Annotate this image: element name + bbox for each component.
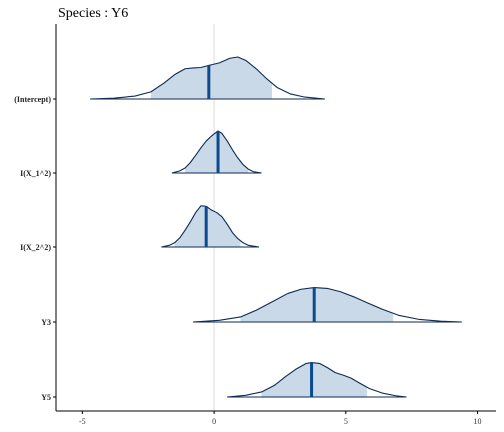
- x-tick-label: 5: [344, 417, 348, 426]
- density-outline: [171, 130, 262, 174]
- chart-title: Species : Y6: [58, 6, 128, 21]
- density-fill: [150, 57, 273, 99]
- density-fill: [240, 287, 394, 322]
- y-tick-label: (Intercept): [14, 95, 51, 104]
- x-tick-label: -5: [79, 417, 86, 426]
- density-fill: [261, 362, 367, 397]
- density-outline: [227, 362, 407, 398]
- ridge-1: [171, 130, 262, 174]
- y-tick-label: I(X_1^2): [20, 169, 51, 178]
- density-ridges: [90, 56, 462, 398]
- y-tick-label: I(X_2^2): [20, 243, 51, 252]
- ridge-2: [161, 205, 259, 248]
- density-outline: [90, 56, 325, 100]
- ridge-4: [227, 362, 407, 398]
- x-tick-label: 10: [474, 417, 482, 426]
- density-outline: [161, 205, 259, 248]
- ridge-0: [90, 56, 325, 100]
- axes: (Intercept) I(X_1^2) I(X_2^2) Y3 Y5 -5 0 5 10: [14, 24, 496, 426]
- x-tick-label: 0: [212, 417, 216, 426]
- ridge-3: [192, 287, 462, 323]
- density-outline: [192, 287, 462, 323]
- y-tick-label: Y3: [41, 318, 51, 327]
- y-tick-label: Y5: [41, 393, 51, 402]
